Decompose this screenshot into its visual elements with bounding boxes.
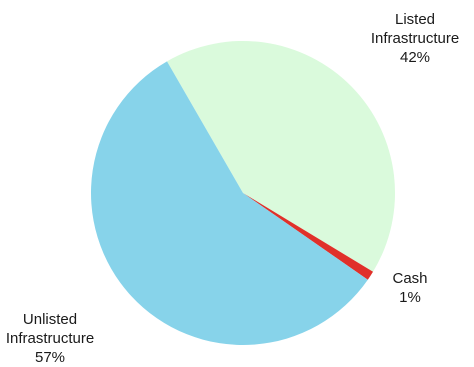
pie-slice-unlisted-infrastructure — [90, 61, 368, 345]
pie-label-percent: 1% — [399, 289, 421, 306]
pie-label-cash: Cash 1% — [392, 270, 427, 306]
pie-label-line: Listed — [395, 11, 435, 28]
pie-label-line: Infrastructure — [6, 330, 94, 347]
pie-slice-cash — [243, 193, 374, 280]
pie-label-percent: 42% — [400, 49, 430, 66]
pie-label-percent: 57% — [35, 349, 65, 366]
pie-label-listed-infrastructure: Listed Infrastructure 42% — [371, 11, 459, 66]
pie-slice-listed-infrastructure — [167, 40, 396, 272]
pie-label-line: Infrastructure — [371, 30, 459, 47]
pie-label-line: Cash — [392, 270, 427, 287]
pie-slices — [90, 40, 396, 345]
pie-labels: Listed Infrastructure 42% Cash 1% Unlisted Inf… — [6, 11, 459, 366]
pie-label-unlisted-infrastructure: Unlisted Infrastructure 57% — [6, 311, 94, 366]
pie-label-line: Unlisted — [23, 311, 77, 328]
